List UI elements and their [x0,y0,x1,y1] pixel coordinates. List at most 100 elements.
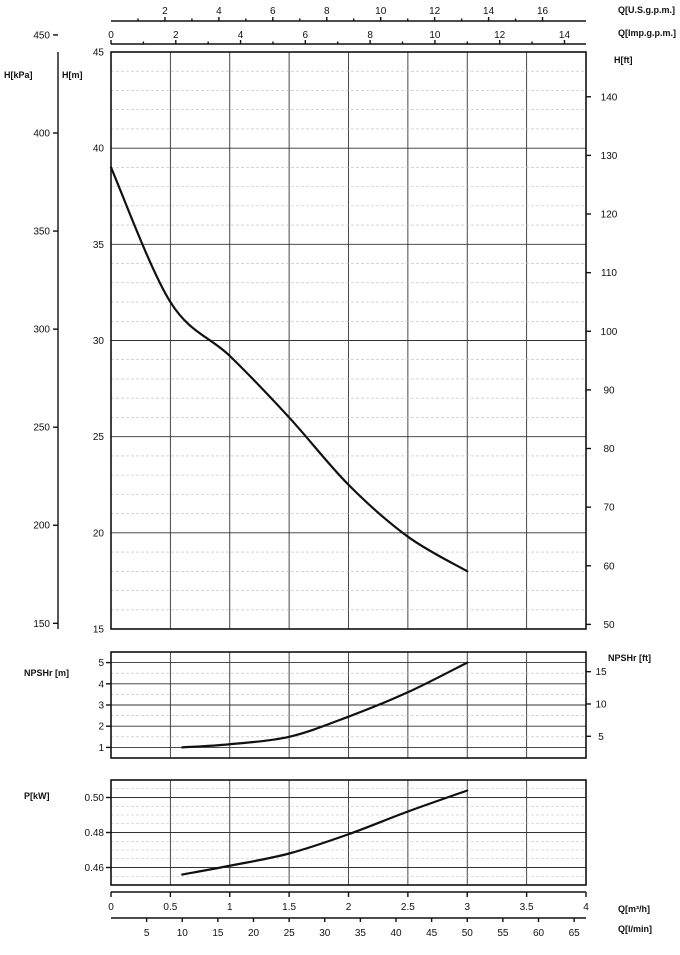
m3h-tick-label: 0 [108,902,114,913]
usgpm-tick-label: 16 [537,6,549,17]
hft-tick-label: 70 [603,503,615,514]
npsh-m-tick-label: 5 [98,658,104,669]
m3h-tick-label: 3.5 [520,902,534,913]
lmin-tick-label: 20 [248,928,260,939]
hft-tick-label: 80 [603,444,615,455]
npsh-ft-tick-label: 5 [598,732,604,743]
power-tick-label: 0.46 [85,863,105,874]
impgpm-tick-label: 0 [108,30,114,41]
usgpm-tick-label: 8 [324,6,330,17]
usgpm-tick-label: 6 [270,6,276,17]
kpa-tick-label: 200 [33,521,50,532]
hm-tick-label: 35 [93,240,105,251]
npsh-grid [111,652,586,758]
lmin-tick-label: 5 [144,928,150,939]
npsh-curve [181,661,469,749]
m3h-tick-label: 2.5 [401,902,415,913]
power-panel: 0.46 0.48 0.50 P[kW] [24,779,587,886]
npsh-ft-tick-label: 10 [595,699,607,710]
m3h-tick-label: 1.5 [282,902,296,913]
lmin-tick-label: 40 [390,928,402,939]
impgpm-tick-label: 10 [429,30,441,41]
npsh-ft-ticks: 5 10 15 [586,667,607,743]
impgpm-tick-label: 4 [238,30,244,41]
head-grid [111,52,586,629]
impgpm-tick-label: 8 [367,30,373,41]
usgpm-tick-label: 10 [375,6,387,17]
kpa-tick-label: 450 [33,30,50,41]
hm-tick-label: 30 [93,336,105,347]
usgpm-axis-label: Q[U.S.g.p.m.] [618,5,675,15]
power-tick-label: 0.48 [85,828,105,839]
lmin-tick-label: 30 [319,928,331,939]
hm-axis-label: H[m] [62,70,83,80]
npsh-m-tick-label: 2 [98,722,104,733]
kpa-tick-label: 400 [33,128,50,139]
m3h-ticks: 0 0.5 1 1.5 2 2.5 3 3.5 4 [108,892,589,913]
kpa-tick-label: 150 [33,619,50,630]
hft-tick-label: 60 [603,561,615,572]
impgpm-axis-label: Q[Imp.g.p.m.] [618,28,676,38]
npsh-m-tick-label: 4 [98,679,104,690]
m3h-tick-label: 3 [464,902,470,913]
npsh-m-axis-label: NPSHr [m] [24,668,69,678]
lmin-axis-label: Q[l/min] [618,924,652,934]
hft-tick-label: 130 [601,151,618,162]
lmin-tick-label: 45 [426,928,438,939]
power-grid [111,780,586,885]
m3h-tick-label: 0.5 [163,902,177,913]
lmin-tick-label: 25 [284,928,296,939]
npsh-ft-axis-label: NPSHr [ft] [608,653,651,663]
hm-tick-label: 45 [93,48,105,59]
power-tick-label: 0.50 [85,793,105,804]
lmin-tick-label: 35 [355,928,367,939]
usgpm-ticks: 2 4 6 8 10 12 14 16 [137,6,549,21]
hft-tick-label: 100 [601,327,618,338]
top-axes: 2 4 6 8 10 12 14 16 Q[U.S.g.p.m.] 0 2 4 6 8 10 12 14 Q… [108,5,676,45]
npsh-m-tick-label: 1 [98,743,104,754]
hm-ticks: 15 20 25 30 35 40 45 [93,48,105,636]
lmin-tick-label: 15 [212,928,224,939]
hm-tick-label: 20 [93,528,105,539]
bottom-axes: 0 0.5 1 1.5 2 2.5 3 3.5 4 Q[m³/h] 5 10 15 20 25 30 35 4… [108,891,652,939]
lmin-ticks: 5 10 15 20 25 30 35 40 45 50 55 60 65 [144,918,580,939]
usgpm-tick-label: 12 [429,6,441,17]
npsh-m-ticks: 1 2 3 4 5 [98,658,111,754]
m3h-axis-label: Q[m³/h] [618,904,650,914]
impgpm-tick-label: 14 [559,30,571,41]
npsh-m-tick-label: 3 [98,701,104,712]
hm-tick-label: 25 [93,432,105,443]
head-curve [109,166,469,573]
lmin-tick-label: 55 [497,928,509,939]
kpa-tick-label: 300 [33,325,50,336]
hft-ticks: 50 60 70 80 90 100 110 120 130 140 [586,92,618,631]
usgpm-tick-label: 4 [216,6,222,17]
impgpm-ticks: 0 2 4 6 8 10 12 14 [108,30,570,44]
power-kw-ticks: 0.46 0.48 0.50 [85,793,111,874]
usgpm-tick-label: 2 [162,6,168,17]
kpa-axis-label: H[kPa] [4,70,33,80]
m3h-tick-label: 4 [583,902,589,913]
hft-tick-label: 90 [603,385,615,396]
m3h-tick-label: 2 [346,902,352,913]
lmin-tick-label: 65 [569,928,581,939]
m3h-tick-label: 1 [227,902,233,913]
lmin-tick-label: 60 [533,928,545,939]
power-curve [181,789,469,876]
kpa-tick-label: 350 [33,227,50,238]
hft-tick-label: 110 [601,268,617,279]
usgpm-tick-label: 14 [483,6,495,17]
lmin-tick-label: 10 [177,928,189,939]
hft-axis-label: H[ft] [614,55,633,65]
lmin-tick-label: 50 [462,928,474,939]
npsh-panel: 1 2 3 4 5 5 10 15 NPSHr [m] NPSHr [ft] [24,651,651,759]
hft-tick-label: 120 [601,210,618,221]
kpa-tick-label: 250 [33,423,50,434]
head-plot-frame [110,51,587,630]
hm-tick-label: 40 [93,144,105,155]
hm-tick-label: 15 [93,625,105,636]
hft-tick-label: 50 [603,620,615,631]
